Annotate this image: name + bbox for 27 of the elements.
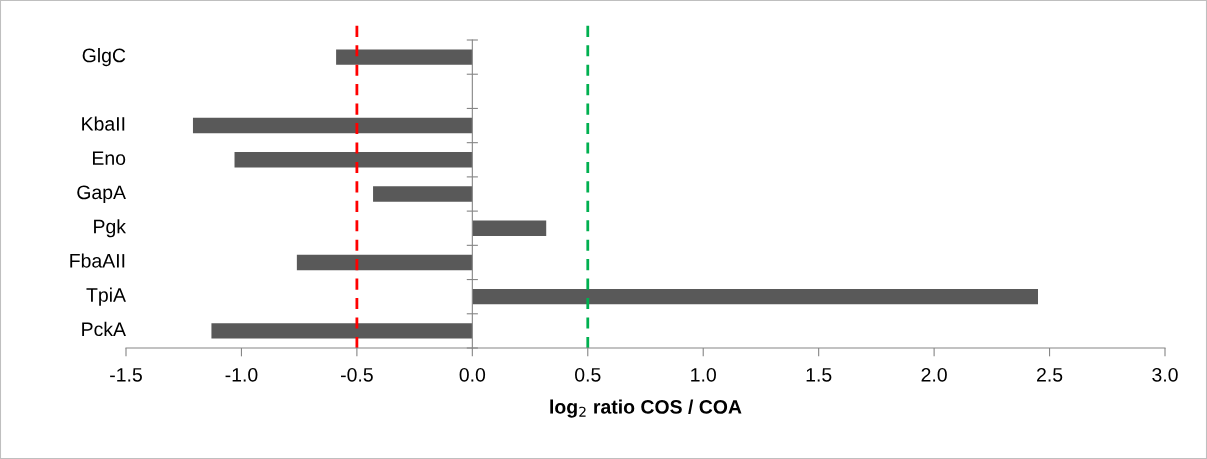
y-tick-label: Eno [93,151,126,165]
y-tick-label: GapA [77,185,126,204]
y-tick-label: KbaII [82,116,125,131]
x-tick-label: 0.0 [459,367,486,382]
y-tick-label: GlgC [82,48,126,67]
x-tick-label: 0.5 [575,367,601,382]
x-tick-label: -1.0 [225,367,258,382]
bar [296,254,473,271]
x-axis-title: log$_{2}$ ratio COS / COA [550,399,742,418]
y-tick-label: TpiA [86,287,126,306]
bar [472,288,1039,305]
x-tick-label: 2.5 [1037,367,1063,382]
y-tick-label: FbaAII [70,253,125,268]
x-tick-label: 1.5 [806,368,832,382]
bar [373,186,473,202]
x-tick-label: 2.0 [921,367,947,382]
y-tick-label: Pgk [94,219,127,238]
x-tick-label: -0.5 [341,367,373,382]
x-tick-label: -1.5 [110,368,142,382]
bar [234,152,473,168]
x-tick-label: 3.0 [1152,367,1178,382]
y-tick-label: PckA [82,321,126,337]
bar [192,117,473,134]
bar [472,220,547,236]
bar [211,323,473,339]
x-tick-label: 1.0 [691,367,716,382]
bar [336,49,473,65]
